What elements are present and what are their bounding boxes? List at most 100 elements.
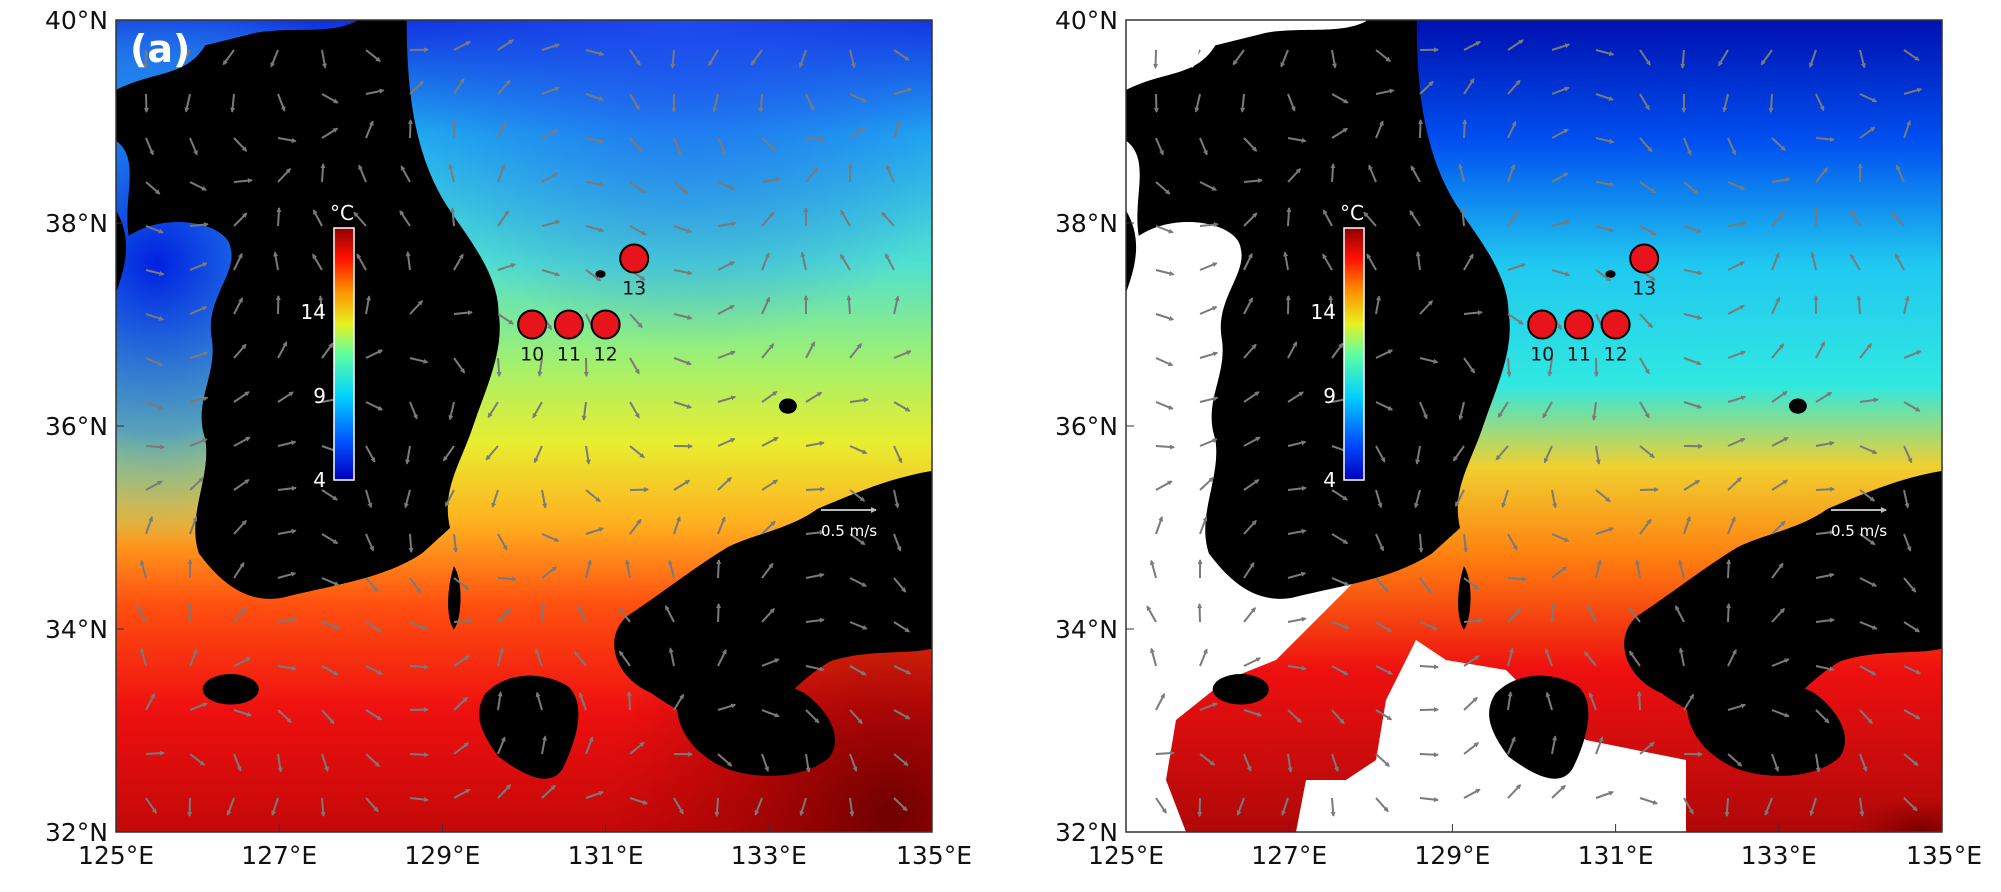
current-arrow <box>618 650 631 667</box>
current-arrow <box>1243 137 1258 152</box>
current-arrow <box>1375 295 1381 315</box>
station-marker <box>553 309 584 340</box>
current-arrow <box>1463 742 1479 755</box>
current-arrow <box>805 529 825 535</box>
current-arrow <box>1859 397 1879 403</box>
current-arrow <box>1726 603 1732 623</box>
current-arrow <box>409 752 429 758</box>
current-arrow <box>1287 709 1302 724</box>
current-arrow <box>1507 533 1518 551</box>
current-arrow <box>233 753 242 772</box>
current-arrow <box>277 709 292 724</box>
current-arrow <box>1507 691 1513 711</box>
current-arrow <box>448 401 455 421</box>
current-arrow <box>1375 533 1385 552</box>
current-arrow <box>1545 691 1553 711</box>
current-arrow <box>1375 621 1393 633</box>
current-arrow <box>1595 181 1615 187</box>
station-marker <box>1527 309 1558 340</box>
current-arrow <box>1727 753 1743 767</box>
current-arrow <box>1595 559 1602 579</box>
current-arrow <box>1240 93 1246 113</box>
current-arrow <box>1551 533 1570 543</box>
lat-tick-label: 40°N <box>1055 6 1118 35</box>
current-arrow <box>222 49 235 66</box>
current-arrow <box>1815 617 1835 623</box>
current-arrow <box>277 485 297 491</box>
current-arrow <box>145 269 165 276</box>
current-arrow <box>629 401 640 419</box>
current-arrow <box>629 487 649 493</box>
current-arrow <box>1463 618 1483 624</box>
current-arrow <box>1463 357 1476 374</box>
current-arrow <box>1634 559 1641 579</box>
current-arrow <box>537 357 543 377</box>
current-arrow <box>805 486 825 492</box>
current-arrow <box>1595 49 1615 56</box>
current-arrow <box>1859 533 1876 546</box>
current-arrow <box>805 572 825 579</box>
lat-tick-label: 38°N <box>1055 209 1118 238</box>
current-arrow <box>409 664 429 670</box>
current-arrow <box>1595 489 1611 503</box>
current-arrow <box>761 607 775 623</box>
current-arrow <box>1190 49 1201 67</box>
current-arrow <box>453 618 473 624</box>
current-arrow <box>450 207 456 227</box>
current-arrow <box>716 559 722 579</box>
current-arrow <box>1507 576 1527 582</box>
current-arrow <box>1287 93 1296 112</box>
current-arrow <box>1903 621 1921 633</box>
current-arrow <box>541 128 559 139</box>
current-arrow <box>761 753 770 772</box>
current-arrow <box>893 665 912 675</box>
current-arrow <box>365 753 380 767</box>
current-arrow <box>277 137 297 143</box>
current-arrow <box>320 797 326 817</box>
current-arrow <box>1287 485 1307 491</box>
current-arrow <box>1639 357 1650 375</box>
current-arrow <box>444 489 455 507</box>
current-arrow <box>585 736 594 755</box>
current-arrow <box>1243 178 1263 184</box>
current-arrow <box>673 401 693 409</box>
current-arrow <box>1683 137 1692 156</box>
current-arrow <box>712 93 719 113</box>
current-arrow <box>1287 753 1293 773</box>
current-arrow <box>1243 436 1261 447</box>
current-arrow <box>143 49 149 69</box>
current-arrow <box>664 605 675 623</box>
current-arrow <box>145 401 164 410</box>
panel-b-overlay: (b) °C 14 9 4 10 11 12 13 0.5 m/s <box>1140 27 1887 540</box>
current-arrow <box>893 489 900 509</box>
current-arrow <box>1815 167 1829 183</box>
current-arrow <box>1903 797 1918 812</box>
scale-label: 0.5 m/s <box>821 522 877 540</box>
current-arrow <box>1462 119 1468 139</box>
current-arrow <box>1287 571 1307 579</box>
current-arrow <box>1507 164 1516 183</box>
current-arrow <box>761 137 776 152</box>
current-arrow <box>189 753 206 766</box>
current-arrow <box>453 357 466 374</box>
current-arrow <box>1243 212 1258 227</box>
current-arrow <box>849 577 867 587</box>
current-arrow <box>1639 93 1650 111</box>
current-arrow <box>799 797 807 817</box>
current-arrow <box>365 445 376 463</box>
current-arrow <box>717 137 727 156</box>
current-arrow <box>1418 533 1424 553</box>
current-arrow <box>1891 211 1905 227</box>
current-arrow <box>750 49 763 66</box>
current-arrow <box>189 396 209 403</box>
current-arrow <box>452 119 458 139</box>
current-arrow <box>1551 128 1569 139</box>
current-arrow <box>312 253 323 271</box>
current-arrow <box>805 136 825 142</box>
station-label: 12 <box>594 344 618 366</box>
current-arrow <box>1497 401 1509 419</box>
current-arrow <box>714 797 720 817</box>
current-arrow <box>365 295 371 315</box>
current-arrow <box>277 665 297 671</box>
current-arrow <box>318 295 324 315</box>
